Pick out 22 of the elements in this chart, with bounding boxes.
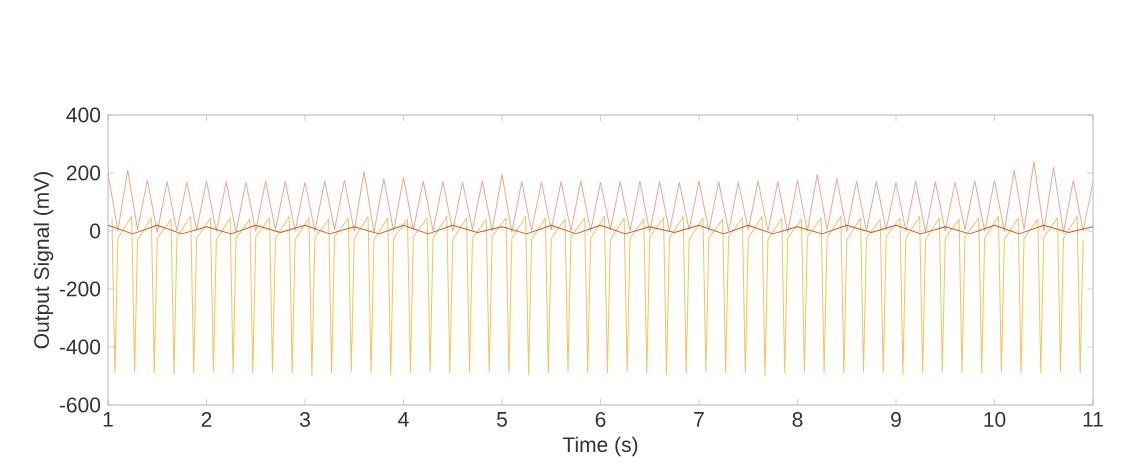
x-tick-label: 10 <box>984 412 1006 427</box>
x-tick-label: 5 <box>497 412 507 427</box>
x-tick-label: 9 <box>891 412 901 427</box>
x-tick-label: 2 <box>201 412 212 427</box>
x-tick-label: 3 <box>299 412 310 427</box>
x-tick-label: 8 <box>792 412 803 427</box>
x-tick-label: 7 <box>694 412 704 427</box>
y-tick-label: -200 <box>59 281 101 297</box>
y-tick-label: 400 <box>66 107 101 123</box>
x-axis-title: Time (s) <box>562 436 638 457</box>
y-axis-title: Output Signal (mV) <box>33 172 54 349</box>
y-tick-label: -600 <box>59 397 101 413</box>
line-series <box>108 160 1094 233</box>
y-tick-label: 0 <box>90 223 101 239</box>
line-series <box>108 224 1094 235</box>
x-tick-label: 6 <box>595 412 606 427</box>
x-tick-label: 1 <box>103 412 113 427</box>
y-tick-label: -400 <box>59 339 101 355</box>
x-tick-label: 4 <box>398 412 409 427</box>
line-series <box>111 215 1084 377</box>
x-tick-label: 11 <box>1083 412 1103 427</box>
y-tick-label: 200 <box>66 165 101 181</box>
